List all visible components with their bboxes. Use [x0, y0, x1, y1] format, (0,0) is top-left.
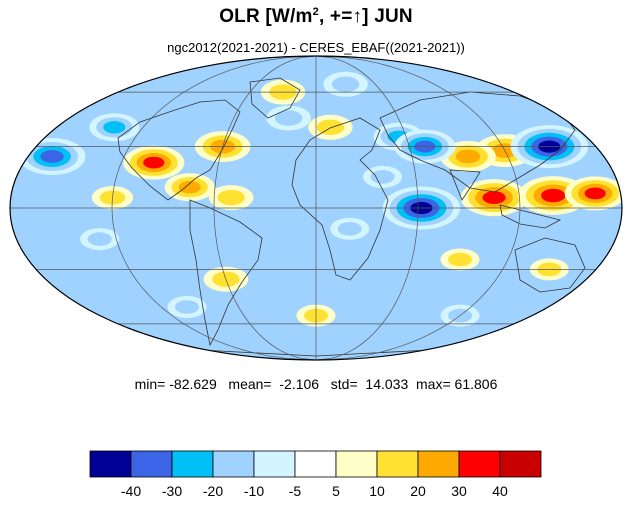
anomaly-contour	[40, 150, 64, 163]
anomaly-contour	[175, 300, 199, 314]
graticule	[10, 56, 622, 360]
colorbar-tick-label: -5	[289, 483, 302, 499]
coast-india	[449, 169, 481, 201]
colorbar-box	[212, 450, 255, 478]
coast-north-america	[117, 99, 241, 201]
colorbar-box	[253, 450, 296, 478]
colorbar-tick-label: -40	[121, 483, 141, 499]
colorbar-box	[171, 450, 214, 478]
anomaly-contour	[274, 110, 303, 126]
colorbar-box	[130, 450, 173, 478]
colorbar-tick-label: 30	[451, 483, 467, 499]
colorbar-box	[294, 450, 337, 478]
colorbar-tick-label: 20	[410, 483, 426, 499]
map-border	[9, 55, 623, 361]
colorbar-box	[417, 450, 460, 478]
colorbar-box	[89, 450, 132, 478]
longitude-line	[315, 56, 521, 360]
coast-greenland	[249, 77, 301, 119]
colorbar-box	[376, 450, 419, 478]
colorbar-tick-label: -10	[244, 483, 264, 499]
anomaly-contour	[178, 181, 201, 194]
colorbar-tick-label: 40	[492, 483, 508, 499]
coast-australia	[514, 237, 586, 293]
anomaly-contour	[541, 188, 566, 203]
anomaly-contour	[316, 119, 345, 135]
anomaly-contour	[337, 222, 362, 236]
longitude-line	[111, 56, 317, 360]
anomaly-contour	[370, 170, 395, 184]
coast-asia	[379, 91, 576, 193]
statistics-line: min= -82.629 mean= -2.106 std= 14.033 ma…	[134, 376, 498, 392]
coast-maritime-continent	[499, 204, 562, 229]
plot-title: OLR [W/m2, +=↑] JUN	[219, 6, 413, 27]
anomaly-contour	[482, 191, 506, 205]
anomaly-contour	[455, 149, 481, 164]
longitude-line	[315, 56, 419, 360]
anomaly-contour	[87, 232, 112, 246]
coast-south-america	[189, 199, 263, 347]
anomaly-contour	[217, 189, 245, 206]
anomaly-contour	[584, 187, 606, 200]
colorbar-tick-label: 5	[332, 483, 340, 499]
anomaly-contour	[143, 156, 165, 169]
longitude-line	[213, 56, 317, 360]
colorbar-tick-label: -20	[203, 483, 223, 499]
colorbar-tick-label: 10	[369, 483, 385, 499]
colorbar-box	[499, 450, 542, 478]
colorbar-box	[335, 450, 378, 478]
colorbar-tick-label: -30	[162, 483, 182, 499]
anomaly-contour	[331, 76, 360, 93]
coast-europe-africa	[291, 117, 389, 281]
plot-subtitle: ngc2012(2021-2021) - CERES_EBAF((2021-20…	[167, 40, 465, 55]
colorbar-box	[458, 450, 501, 478]
anomaly-contour	[103, 121, 126, 134]
anomaly-contour	[448, 252, 472, 267]
